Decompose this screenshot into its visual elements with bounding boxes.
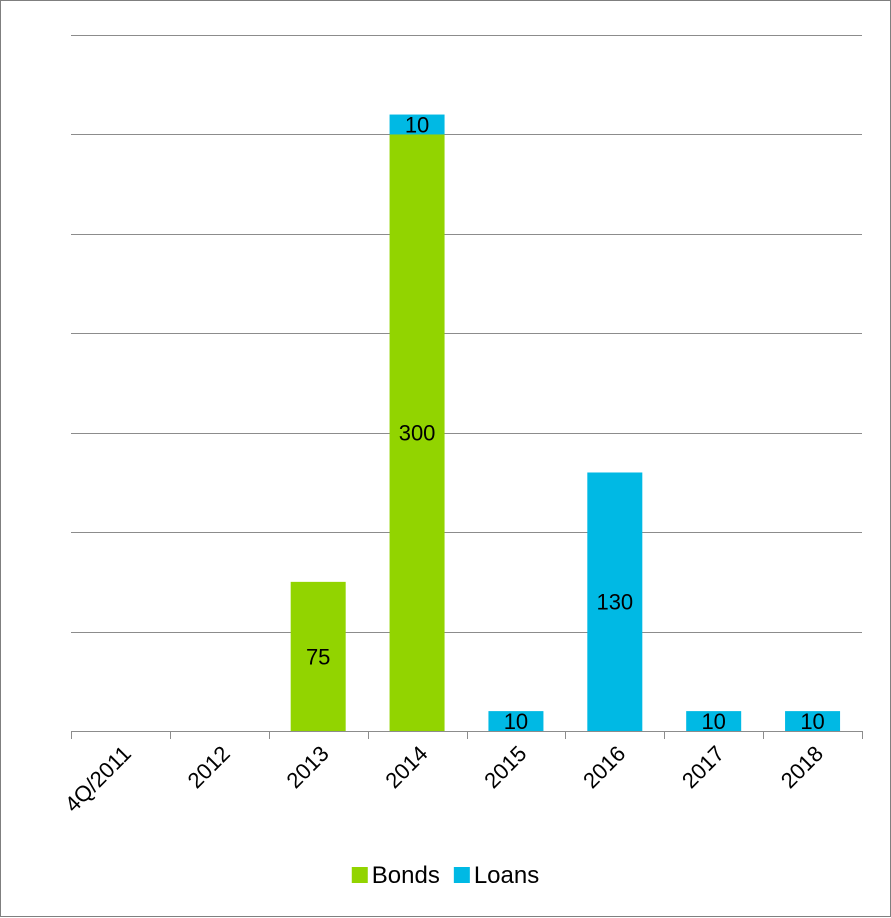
x-tick-label: 2018 — [776, 741, 828, 793]
bar-loans-2015 — [488, 711, 544, 731]
gridlines — [71, 35, 862, 633]
x-tick-label: 2016 — [578, 741, 630, 793]
bar-loans-2017 — [686, 711, 742, 731]
bars — [290, 114, 841, 731]
data-label-loans-2014: 10 — [405, 112, 429, 137]
data-label-bonds-2014: 300 — [399, 421, 436, 446]
data-label-loans-2018: 10 — [800, 709, 824, 734]
legend-swatch-loans — [453, 867, 470, 883]
x-axis: 4Q/2011 2012 2013 2014 2015 2016 2017 2018 — [60, 731, 863, 817]
data-label-bonds-2013: 75 — [306, 644, 330, 669]
legend-label-bonds: Bonds — [372, 862, 440, 889]
x-tick-label: 4Q/2011 — [60, 741, 136, 817]
data-label-loans-2017: 10 — [701, 709, 725, 734]
legend-label-loans: Loans — [474, 862, 539, 889]
legend: Bonds Loans — [351, 862, 539, 889]
bar-bonds-2013 — [290, 581, 346, 731]
legend-swatch-bonds — [351, 867, 368, 883]
x-tick-label: 2012 — [183, 741, 235, 793]
bar-bonds-2014 — [389, 134, 445, 731]
x-tick-label: 2014 — [380, 741, 432, 793]
data-label-loans-2015: 10 — [504, 709, 528, 734]
x-tick-label: 2015 — [479, 741, 531, 793]
data-label-loans-2016: 130 — [596, 590, 633, 615]
bar-loans-2016 — [587, 472, 643, 731]
data-labels: 75 300 10 10 130 10 10 — [306, 112, 825, 734]
x-tick-label: 2017 — [677, 741, 729, 793]
bar-loans-2014 — [389, 114, 445, 135]
legend-item-bonds: Bonds — [351, 862, 440, 889]
x-tick-label: 2013 — [281, 741, 333, 793]
bar-loans-2018 — [785, 711, 841, 731]
legend-item-loans: Loans — [453, 862, 539, 889]
